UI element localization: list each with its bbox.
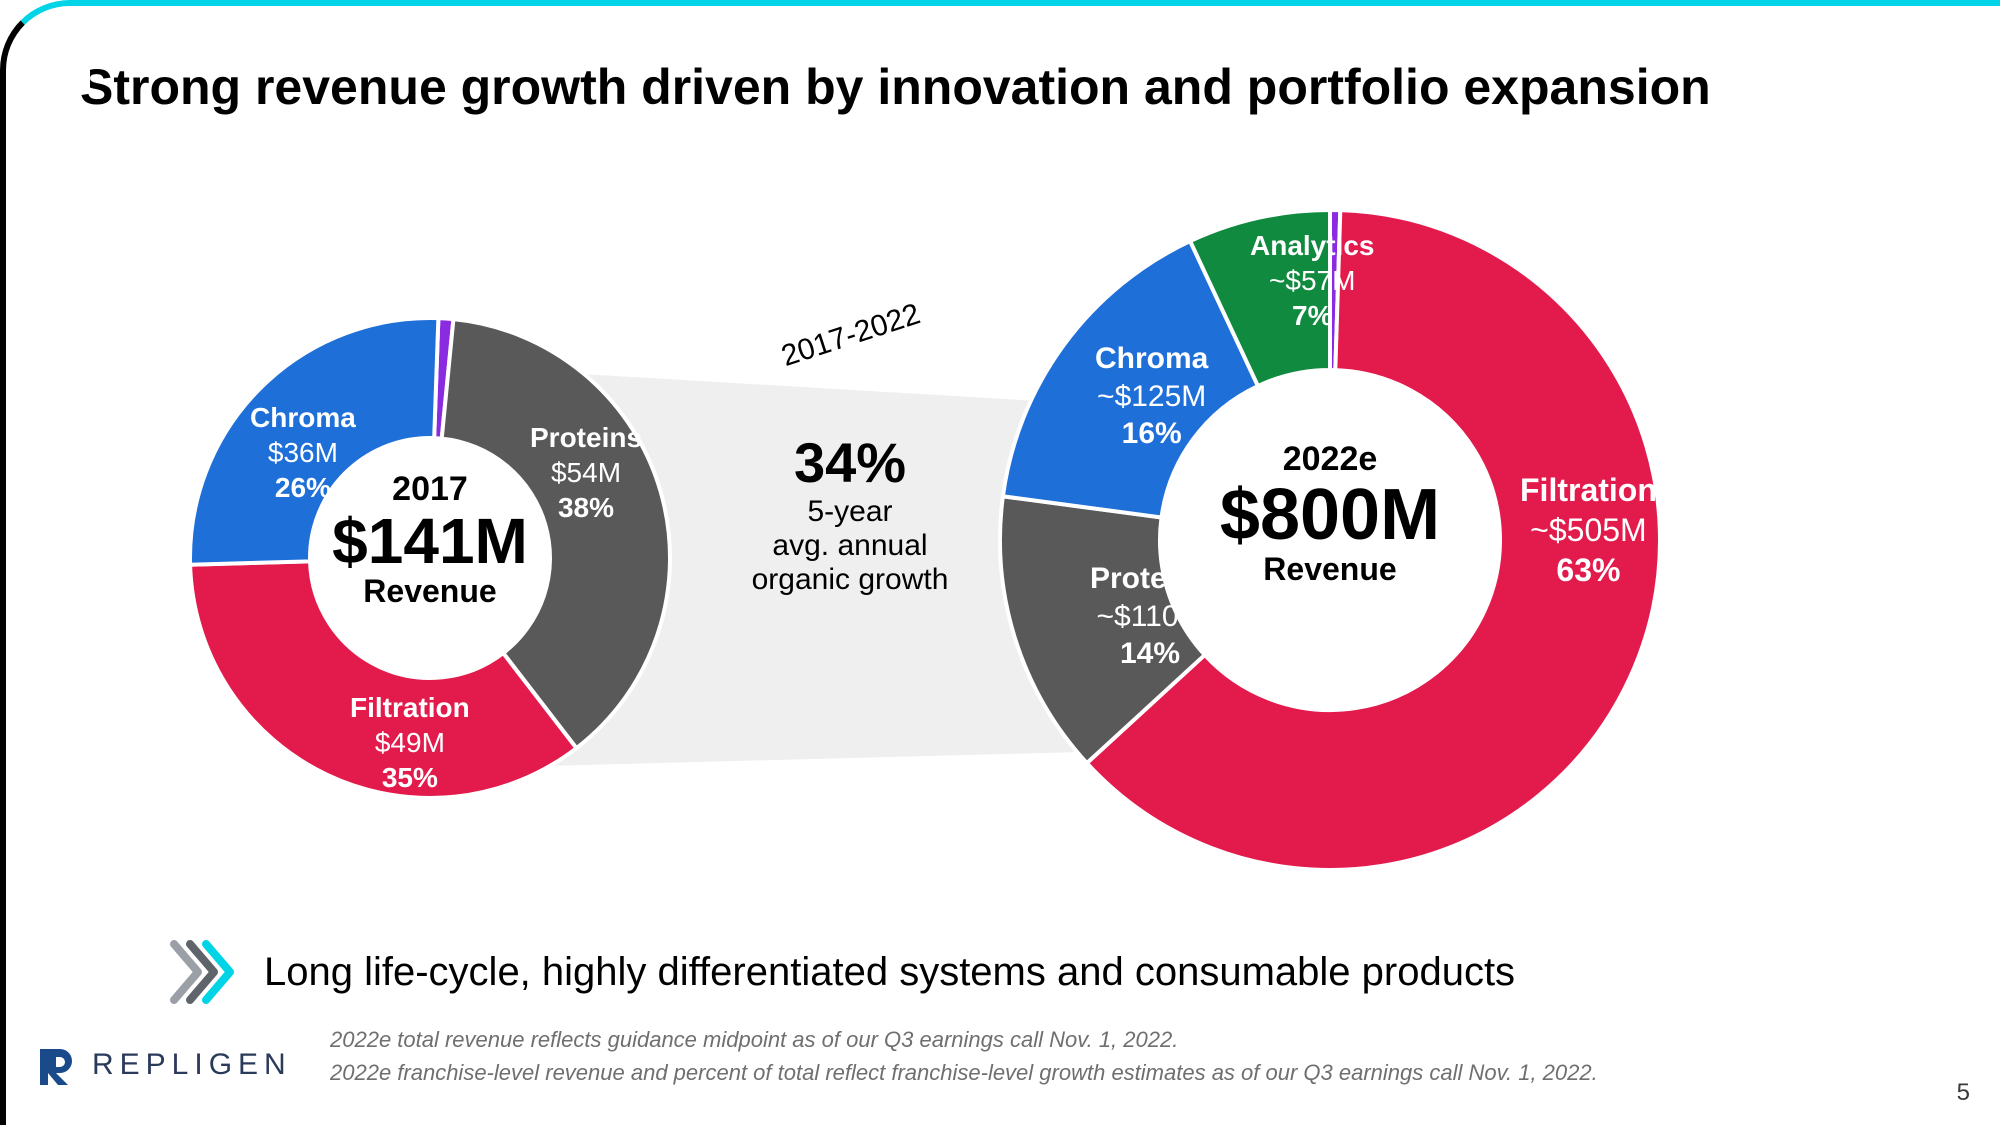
slice-percent: 14%: [1090, 635, 1210, 673]
slide: Strong revenue growth driven by innovati…: [0, 0, 2000, 1125]
slice-name: Chroma: [1095, 340, 1208, 378]
amount-2017: $141M: [330, 509, 530, 573]
slice-name: Proteins: [1090, 560, 1210, 598]
slice-value: $54M: [530, 455, 642, 490]
footnote-2: 2022e franchise-level revenue and percen…: [330, 1056, 1598, 1089]
tagline-row: Long life-cycle, highly differentiated s…: [170, 940, 1515, 1004]
slice-name: Filtration: [1520, 470, 1657, 510]
donut-2022-label-chroma: Chroma~$125M16%: [1095, 340, 1208, 453]
year-2017: 2017: [330, 470, 530, 509]
slice-percent: 63%: [1520, 550, 1657, 590]
bridge-line1: 5-year: [720, 495, 980, 529]
amount-2022: $800M: [1210, 479, 1450, 551]
year-2022: 2022e: [1210, 440, 1450, 479]
donut-2022-label-proteins: Proteins~$110M14%: [1090, 560, 1210, 673]
slice-name: Filtration: [350, 690, 470, 725]
donut-2022-label-analytics: Analytics~$57M7%: [1250, 228, 1375, 333]
slice-value: ~$110M: [1090, 598, 1210, 636]
logo-icon: [40, 1045, 80, 1085]
slice-percent: 35%: [350, 760, 470, 795]
footnote-1: 2022e total revenue reflects guidance mi…: [330, 1023, 1598, 1056]
slice-percent: 16%: [1095, 415, 1208, 453]
footnotes: 2022e total revenue reflects guidance mi…: [330, 1023, 1598, 1089]
page-number: 5: [1957, 1079, 1970, 1107]
bridge-percent: 34%: [720, 430, 980, 495]
bridge-stats: 34% 5-year avg. annual organic growth: [720, 430, 980, 597]
slice-percent: 7%: [1250, 298, 1375, 333]
slice-name: Proteins: [530, 420, 642, 455]
bridge-line2: avg. annual: [720, 529, 980, 563]
revenue-label-2022: Revenue: [1210, 551, 1450, 588]
bridge-line3: organic growth: [720, 563, 980, 597]
donut-2017-center: 2017 $141M Revenue: [330, 470, 530, 610]
revenue-label-2017: Revenue: [330, 573, 530, 610]
slice-value: ~$505M: [1520, 510, 1657, 550]
logo: REPLIGEN: [40, 1045, 292, 1085]
slice-name: Analytics: [1250, 228, 1375, 263]
slice-value: ~$125M: [1095, 378, 1208, 416]
slice-value: ~$57M: [1250, 263, 1375, 298]
donut-2017-label-chroma: Chroma$36M26%: [250, 400, 356, 505]
logo-text: REPLIGEN: [92, 1048, 292, 1082]
slice-percent: 26%: [250, 470, 356, 505]
donut-2022-center: 2022e $800M Revenue: [1210, 440, 1450, 588]
tagline-text: Long life-cycle, highly differentiated s…: [264, 950, 1515, 995]
donut-2017-label-proteins: Proteins$54M38%: [530, 420, 642, 525]
chevrons-icon: [170, 940, 240, 1004]
slice-percent: 38%: [530, 490, 642, 525]
slice-value: $49M: [350, 725, 470, 760]
bridge-callout: 2017-2022: [740, 340, 980, 374]
slice-value: $36M: [250, 435, 356, 470]
slice-name: Chroma: [250, 400, 356, 435]
donut-2022-label-filtration: Filtration~$505M63%: [1520, 470, 1657, 590]
donut-2017-label-filtration: Filtration$49M35%: [350, 690, 470, 795]
